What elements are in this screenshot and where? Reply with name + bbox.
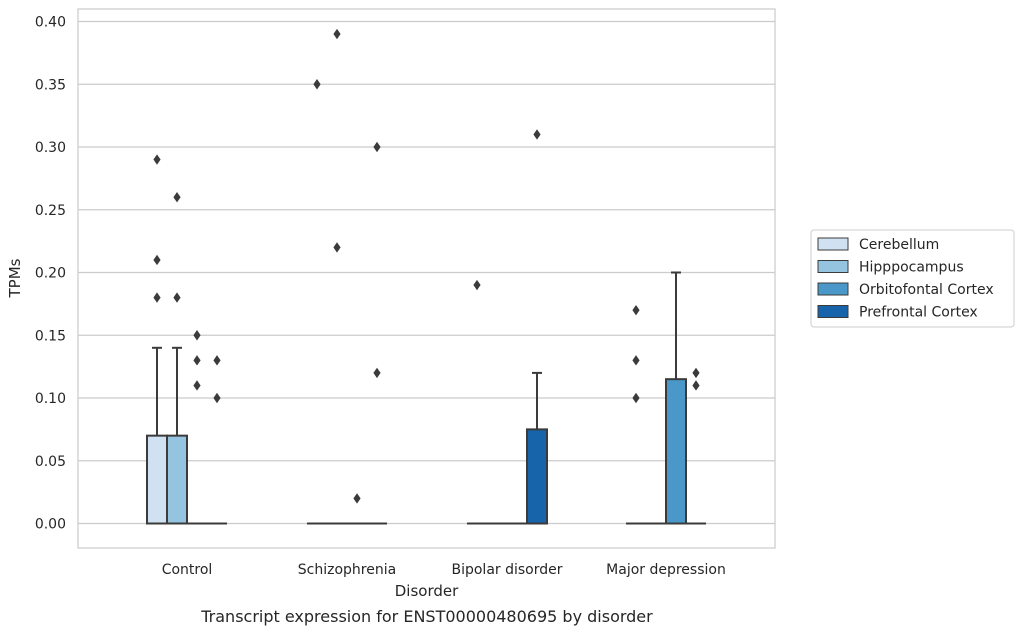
x-tick-label: Bipolar disorder [451,562,562,578]
outlier-point [533,129,541,140]
outlier-point [193,330,201,341]
legend-label: Prefrontal Cortex [859,305,978,321]
x-tick-label: Major depression [606,562,726,578]
legend-item: Cerebellum [817,237,939,253]
legend-item: Prefrontal Cortex [817,305,978,321]
legend-item: Orbitofontal Cortex [817,282,994,298]
outlier-point [193,355,201,366]
legend-item: Hipppocampus [817,260,964,276]
legend: Cerebellum Hipppocampus Orbitofontal Corte… [810,229,1015,328]
legend-swatch [817,260,849,273]
outlier-point [153,254,161,266]
y-tick-label: 0.35 [35,77,66,93]
box-body [526,428,548,525]
box-prefrontal-cortex [526,371,548,525]
y-axis-title: TPMs [6,258,24,298]
y-axis-ticks: 0.00 0.05 0.10 0.15 0.20 0.25 0.30 0.35 0.40 [35,15,66,533]
outlier-point [632,355,640,366]
outlier-point [692,367,700,379]
chart-caption: Transcript expression for ENST0000048069… [200,607,653,626]
outlier-point [193,380,201,391]
y-tick-label: 0.20 [35,266,66,282]
outlier-point [373,367,381,379]
x-tick-label: Schizophrenia [298,562,396,578]
box-hipppocampus [166,346,188,525]
y-tick-label: 0.40 [35,15,66,31]
outlier-point [333,28,341,40]
outlier-point [473,279,481,291]
box-orbitofontal-cortex [665,271,687,525]
outlier-point [173,192,181,203]
box-body [166,434,188,525]
outlier-point [313,79,321,90]
legend-swatch [817,282,849,296]
outlier-point [632,392,640,404]
outlier-point [213,355,221,366]
outliers [153,28,700,504]
outlier-point [153,154,161,165]
legend-label: Orbitofontal Cortex [859,282,994,298]
outlier-point [373,141,381,153]
x-tick-label: Control [162,562,213,578]
boxes [146,271,706,525]
box-body [665,378,687,525]
outlier-point [173,292,181,303]
box-body [146,434,168,525]
legend-label: Cerebellum [859,237,939,253]
outlier-point [632,304,640,316]
outlier-point [213,392,221,404]
y-tick-label: 0.25 [35,203,66,219]
legend-label: Hipppocampus [859,260,964,276]
outlier-point [692,380,700,391]
legend-swatch [817,305,849,318]
x-axis-title: Disorder [395,582,459,600]
x-axis-ticks: Control Schizophrenia Bipolar disorder Majo… [162,562,726,578]
outlier-point [353,493,361,504]
y-tick-label: 0.10 [35,391,66,407]
y-tick-label: 0.00 [35,517,66,533]
outlier-point [153,292,161,303]
y-tick-label: 0.30 [35,140,66,156]
plot-area-frame [77,8,776,549]
y-tick-label: 0.15 [35,328,66,344]
y-tick-label: 0.05 [35,454,66,470]
outlier-point [333,242,341,253]
legend-frame [810,229,1015,328]
legend-swatch [817,237,849,251]
